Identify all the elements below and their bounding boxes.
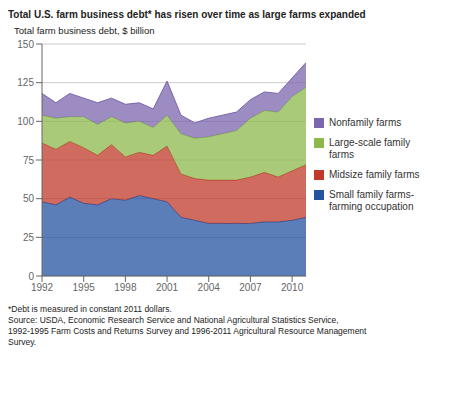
html-text:Source: USDA, Economic Researc: Source: USDA, Economic Research Service … <box>8 315 339 325</box>
svg-text:2004: 2004 <box>198 282 221 293</box>
svg-text:2007: 2007 <box>239 282 262 293</box>
svg-text:2001: 2001 <box>156 282 179 293</box>
svg-text:125: 125 <box>17 77 34 88</box>
svg-text:25: 25 <box>23 232 35 243</box>
html-text:Large-scale family farms: Large-scale family farms <box>329 137 411 160</box>
svg-text:1995: 1995 <box>73 282 96 293</box>
html-text:1992-1995 Farm Costs and Retur: 1992-1995 Farm Costs and Returns Survey … <box>8 326 367 336</box>
svg-text:100: 100 <box>17 116 34 127</box>
svg-text:2010: 2010 <box>281 282 304 293</box>
html-text:Total farm business debt, $ bi: Total farm business debt, $ billion <box>14 25 155 36</box>
html-text:Midsize family farms: Midsize family farms <box>329 169 420 180</box>
svg-text:150: 150 <box>17 39 34 50</box>
html-text:Nonfamily farms: Nonfamily farms <box>329 117 402 128</box>
svg-text:0: 0 <box>28 271 34 282</box>
html-text:Small family farms- farming oc: Small family farms- farming occupation <box>329 189 414 212</box>
html-text:Total U.S. farm business debt*: Total U.S. farm business debt* has risen… <box>8 9 366 20</box>
svg-text:1992: 1992 <box>31 282 54 293</box>
svg-text:75: 75 <box>23 155 35 166</box>
html-text:Survey.: Survey. <box>8 337 37 347</box>
svg-text:50: 50 <box>23 193 35 204</box>
svg-text:1998: 1998 <box>114 282 137 293</box>
html-text:*Debt is measured in constant: *Debt is measured in constant 2011 dolla… <box>8 304 172 314</box>
